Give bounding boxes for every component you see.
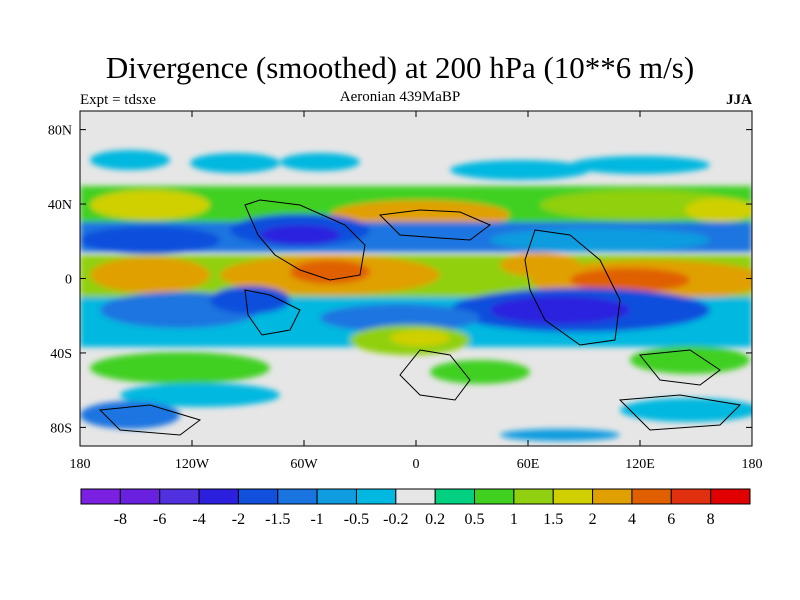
colorbar-swatch	[631, 488, 672, 505]
lon-tick-label: 180	[742, 457, 763, 472]
colorbar-swatch	[237, 488, 279, 505]
lat-tick-label: 0	[65, 273, 72, 288]
lon-tick-label: 120W	[175, 457, 210, 472]
colorbar-label: -2	[232, 511, 245, 528]
lon-tick-label: 0	[413, 457, 420, 472]
colorbar-swatch	[316, 488, 357, 505]
colorbar-label: 8	[707, 511, 715, 528]
colorbar-label: 0.2	[425, 511, 445, 528]
longitude-axis: 180 120W 60W 0 60E 120E 180	[70, 111, 763, 472]
colorbar-label: 6	[667, 511, 675, 528]
colorbar-label: -6	[153, 511, 166, 528]
lon-tick-label: 60E	[517, 457, 540, 472]
colorbar-label: 4	[628, 511, 636, 528]
lat-tick-label: 40S	[50, 347, 72, 362]
colorbar-swatch	[159, 488, 200, 505]
colorbar-swatch	[198, 488, 239, 505]
latitude-axis: 80N 40N 0 40S 80S	[48, 124, 752, 436]
colorbar-swatch	[670, 488, 712, 505]
colorbar-swatch	[552, 488, 594, 505]
lon-tick-label: 120E	[625, 457, 655, 472]
colorbar-label: 1	[510, 511, 518, 528]
colorbar-label: -4	[192, 511, 205, 528]
colorbar-swatch	[119, 488, 161, 505]
colorbar-label: 1.5	[543, 511, 563, 528]
colorbar-swatch	[355, 488, 397, 505]
colorbar-swatch	[474, 488, 515, 505]
colorbar-label: -1.5	[265, 511, 290, 528]
lon-tick-label: 60W	[290, 457, 318, 472]
colorbar-label: -0.5	[344, 511, 369, 528]
experiment-label: Expt = tdsxe	[80, 92, 156, 108]
colorbar-swatch	[434, 488, 476, 505]
map-title: Divergence (smoothed) at 200 hPa (10**6 …	[105, 50, 695, 85]
colorbar-swatch	[592, 488, 633, 505]
period-label: Aeronian 439MaBP	[339, 89, 461, 105]
colorbar-swatch	[710, 488, 751, 505]
colorbar-swatch	[277, 488, 318, 505]
colorbar-swatch	[513, 488, 554, 505]
colorbar-label: 2	[589, 511, 597, 528]
lat-tick-label: 40N	[48, 198, 72, 213]
coastlines	[98, 199, 742, 436]
lat-tick-label: 80S	[50, 421, 72, 436]
lat-tick-label: 80N	[48, 124, 72, 139]
colorbar-swatch	[395, 488, 436, 505]
season-label: JJA	[726, 92, 752, 108]
lon-tick-label: 180	[70, 457, 91, 472]
colorbar-label: 0.5	[465, 511, 485, 528]
colorbar-label: -0.2	[383, 511, 408, 528]
colorbar-swatch	[80, 488, 121, 505]
colorbar-label: -8	[114, 511, 127, 528]
colorbar: -8 -6 -4 -2 -1.5 -1 -0.5 -0.2 0.2 0.5 1 1.5 2 4 6 8	[80, 488, 751, 528]
filled-contours	[80, 150, 752, 441]
colorbar-label: -1	[310, 511, 323, 528]
